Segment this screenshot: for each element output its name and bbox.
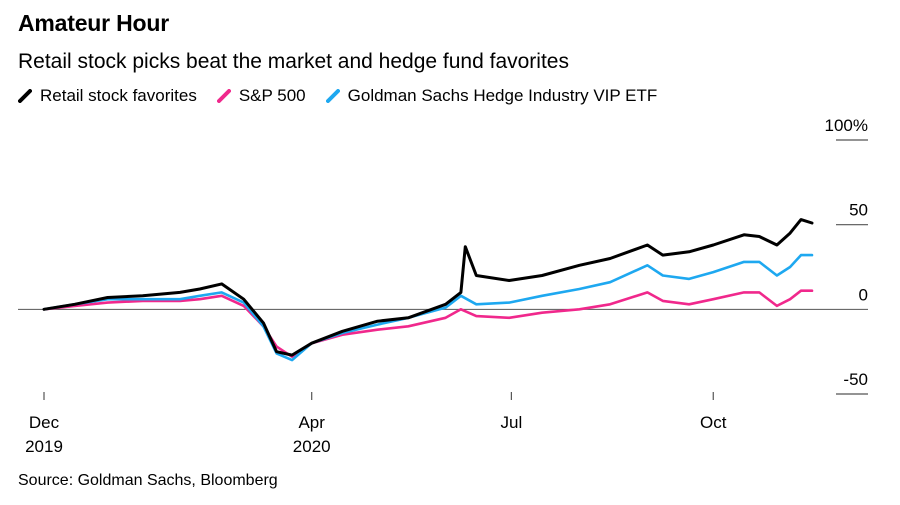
legend-swatch-hedge xyxy=(325,89,340,103)
series-line-retail xyxy=(42,218,814,357)
y-tick-label: -50 xyxy=(843,370,868,389)
legend-swatch-retail xyxy=(18,89,32,103)
legend: Retail stock favorites S&P 500 Goldman S… xyxy=(18,86,657,106)
x-tick-label-year: 2020 xyxy=(293,437,331,456)
legend-item-sp500: S&P 500 xyxy=(216,86,306,106)
x-tick-label: Apr xyxy=(298,413,325,432)
legend-label-sp500: S&P 500 xyxy=(238,86,306,105)
x-tick-label: Dec xyxy=(29,413,60,432)
legend-item-retail: Retail stock favorites xyxy=(18,86,197,106)
y-tick-label: 50 xyxy=(849,201,868,220)
legend-label-hedge: Goldman Sachs Hedge Industry VIP ETF xyxy=(347,86,658,105)
y-tick-label: 0 xyxy=(859,285,868,304)
legend-label-retail: Retail stock favorites xyxy=(40,86,197,105)
series-line-sp500 xyxy=(42,289,814,358)
x-tick-label-year: 2019 xyxy=(25,437,63,456)
x-tick-label: Oct xyxy=(700,413,727,432)
legend-swatch-sp500 xyxy=(216,89,231,103)
source-note: Source: Goldman Sachs, Bloomberg xyxy=(18,472,278,489)
chart-subtitle: Retail stock picks beat the market and h… xyxy=(18,50,569,73)
x-tick-label: Jul xyxy=(501,413,523,432)
series-line-hedge xyxy=(42,253,814,362)
legend-item-hedge: Goldman Sachs Hedge Industry VIP ETF xyxy=(325,86,658,106)
y-tick-label: 100% xyxy=(825,116,868,135)
chart-title: Amateur Hour xyxy=(18,10,169,36)
